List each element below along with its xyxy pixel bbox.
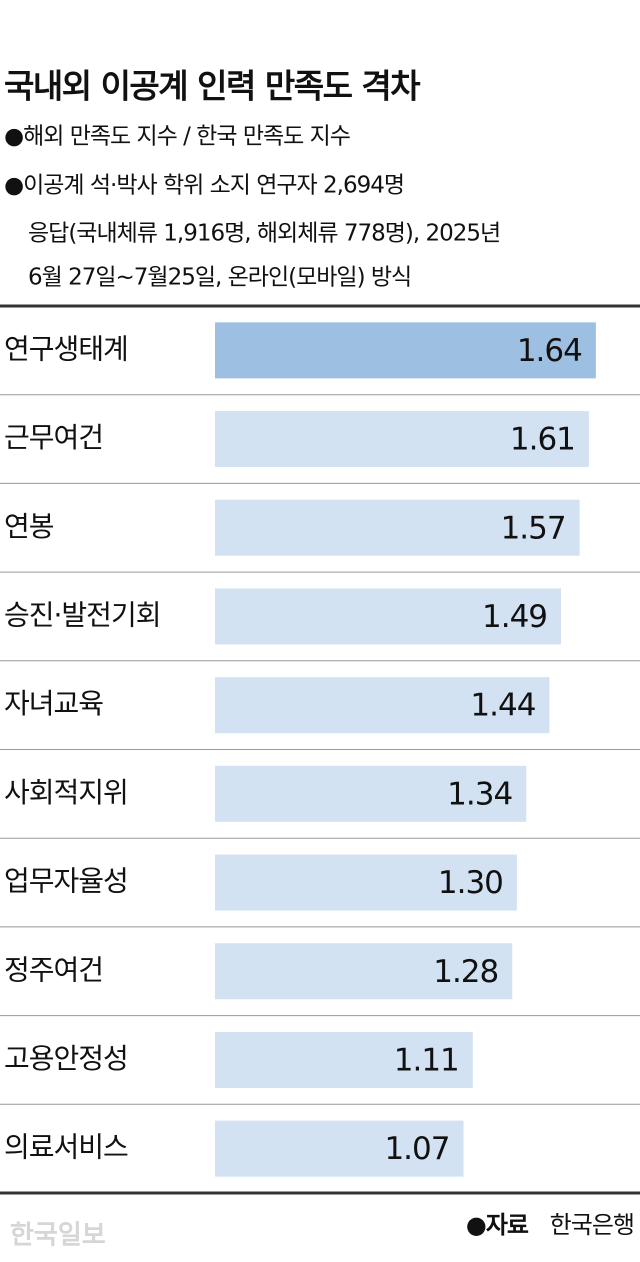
bar (215, 588, 562, 645)
value-label: 1.57 (501, 510, 566, 546)
category-label: 승진·발전기회 (4, 598, 160, 631)
note: 6월 27일~7월25일, 온라인(모바일) 방식 (28, 265, 411, 291)
note: ●이공계 석·박사 학위 소지 연구자 2,694명 (4, 173, 404, 199)
value-label: 1.61 (510, 422, 575, 458)
chart-title: 국내외 이공계 인력 만족도 격차 (4, 67, 421, 106)
bar (215, 322, 596, 379)
legend-note: ●해외 만족도 지수 / 한국 만족도 지수 (4, 124, 350, 150)
bar (215, 765, 527, 822)
bar (215, 411, 589, 468)
value-label: 1.11 (394, 1042, 459, 1078)
bar (215, 854, 517, 911)
category-label: 정주여건 (4, 953, 103, 986)
bar (215, 499, 580, 556)
category-label: 자녀교육 (4, 687, 103, 720)
value-label: 1.07 (384, 1131, 449, 1167)
watermark: 한국일보 (10, 1221, 106, 1251)
bar (215, 943, 513, 1000)
category-label: 근무여건 (4, 421, 103, 454)
value-label: 1.44 (470, 688, 535, 724)
category-label: 사회적지위 (4, 776, 128, 809)
value-label: 1.28 (433, 954, 498, 990)
category-label: 연봉 (4, 510, 54, 543)
note: 응답(국내체류 1,916명, 해외체류 778명), 2025년 (28, 221, 500, 247)
source-label: ●자료 (466, 1211, 529, 1239)
category-label: 업무자율성 (4, 865, 128, 898)
category-label: 의료서비스 (4, 1131, 128, 1164)
value-label: 1.64 (517, 333, 582, 369)
value-label: 1.34 (447, 776, 512, 812)
source-text: 한국은행 (550, 1211, 634, 1239)
value-label: 1.49 (482, 599, 547, 635)
value-label: 1.30 (438, 865, 503, 901)
bar (215, 1031, 473, 1088)
bar (215, 1120, 464, 1177)
category-label: 고용안정성 (4, 1042, 128, 1075)
bar (215, 677, 550, 734)
category-label: 연구생태계 (4, 332, 128, 365)
